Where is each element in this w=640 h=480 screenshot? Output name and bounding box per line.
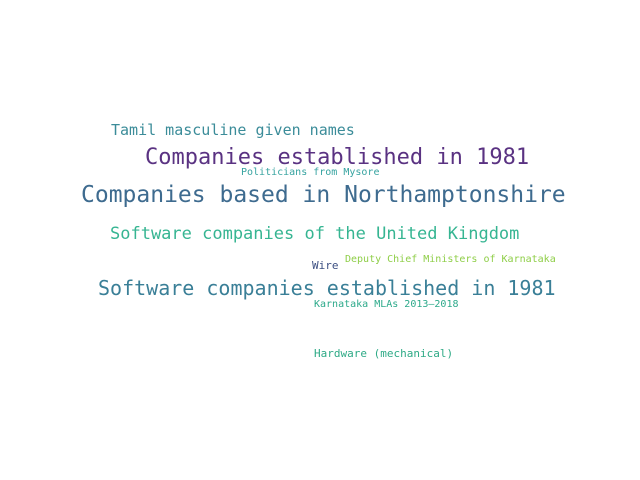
word-politicians-from-mysore: Politicians from Mysore: [241, 167, 380, 178]
word-tamil-masculine-given-names: Tamil masculine given names: [111, 121, 355, 139]
word-software-companies-uk: Software companies of the United Kingdom: [110, 224, 520, 244]
word-companies-established-1981: Companies established in 1981: [145, 145, 530, 170]
word-hardware-mechanical: Hardware (mechanical): [314, 347, 454, 360]
word-software-companies-established-1981: Software companies established in 1981: [98, 276, 556, 300]
word-wire: Wire: [312, 259, 339, 272]
word-deputy-chief-ministers-karnataka: Deputy Chief Ministers of Karnataka: [345, 254, 556, 265]
word-companies-based-northamptonshire: Companies based in Northamptonshire: [81, 182, 566, 208]
word-karnataka-mlas: Karnataka MLAs 2013–2018: [314, 299, 459, 310]
